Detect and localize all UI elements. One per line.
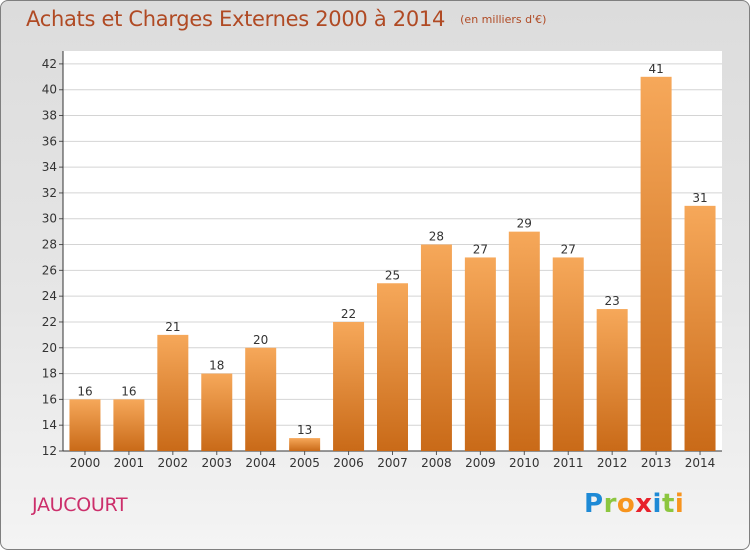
bar [464, 257, 496, 451]
y-tick-label: 28 [42, 238, 57, 252]
x-tick-label: 2001 [114, 456, 145, 470]
y-tick-label: 42 [42, 57, 57, 71]
bar [245, 347, 277, 451]
logo-letter: r [603, 489, 617, 519]
x-tick-label: 2014 [685, 456, 716, 470]
data-label: 41 [648, 62, 663, 76]
x-tick-label: 2003 [201, 456, 232, 470]
x-tick-label: 2008 [421, 456, 452, 470]
logo-letter: x [635, 489, 653, 519]
logo-letter: i [674, 489, 685, 519]
x-tick-label: 2009 [465, 456, 496, 470]
y-tick-label: 30 [42, 212, 57, 226]
data-label: 23 [605, 294, 620, 308]
data-label: 16 [77, 384, 92, 398]
logo-letter: t [661, 489, 675, 519]
x-tick-label: 2000 [70, 456, 101, 470]
logo-letter: i [652, 489, 662, 519]
y-tick-label: 26 [42, 263, 57, 277]
data-label: 28 [429, 230, 444, 244]
logo-letter: o [616, 489, 636, 519]
bar [684, 205, 716, 451]
x-tick-label: 2006 [333, 456, 364, 470]
bar [508, 231, 540, 451]
x-tick-label: 2004 [245, 456, 276, 470]
data-label: 16 [121, 384, 136, 398]
data-label: 13 [297, 423, 312, 437]
y-tick-label: 36 [42, 134, 57, 148]
x-tick-label: 2010 [509, 456, 540, 470]
x-tick-label: 2012 [597, 456, 628, 470]
x-tick-label: 2011 [553, 456, 584, 470]
y-tick-label: 24 [42, 289, 57, 303]
bar [596, 309, 628, 451]
bar [420, 244, 452, 451]
bar [552, 257, 584, 451]
data-label: 18 [209, 359, 224, 373]
y-tick-label: 16 [42, 392, 57, 406]
y-tick-label: 40 [42, 83, 57, 97]
x-tick-label: 2005 [289, 456, 320, 470]
bar [157, 334, 189, 451]
bar [113, 399, 145, 451]
data-label: 27 [561, 242, 576, 256]
x-tick-label: 2007 [377, 456, 408, 470]
logo-letter: P [584, 489, 604, 519]
data-label: 21 [165, 320, 180, 334]
title-row: Achats et Charges Externes 2000 à 2014 (… [26, 7, 546, 31]
x-tick-label: 2002 [158, 456, 189, 470]
y-tick-label: 20 [42, 341, 57, 355]
data-label: 31 [692, 191, 707, 205]
data-label: 20 [253, 333, 268, 347]
y-tick-label: 34 [42, 160, 57, 174]
chart-title: Achats et Charges Externes 2000 à 2014 [26, 7, 446, 31]
bar [640, 76, 672, 451]
data-label: 22 [341, 307, 356, 321]
data-label: 27 [473, 242, 488, 256]
bar [69, 399, 101, 451]
chart-subtitle: (en milliers d'€) [460, 13, 547, 26]
bar [377, 283, 408, 451]
commune-name: JAUCOURT [32, 494, 128, 516]
bar [289, 438, 321, 451]
y-tick-label: 14 [42, 418, 57, 432]
y-tick-label: 18 [42, 367, 57, 381]
y-tick-label: 22 [42, 315, 57, 329]
data-label: 25 [385, 268, 400, 282]
y-tick-label: 38 [42, 109, 57, 123]
x-tick-label: 2013 [641, 456, 672, 470]
data-label: 29 [517, 217, 532, 231]
bar [333, 321, 365, 451]
y-tick-label: 12 [42, 444, 57, 458]
proxiti-logo[interactable]: Proxiti [584, 489, 684, 519]
bar [201, 373, 233, 451]
y-tick-label: 32 [42, 186, 57, 200]
